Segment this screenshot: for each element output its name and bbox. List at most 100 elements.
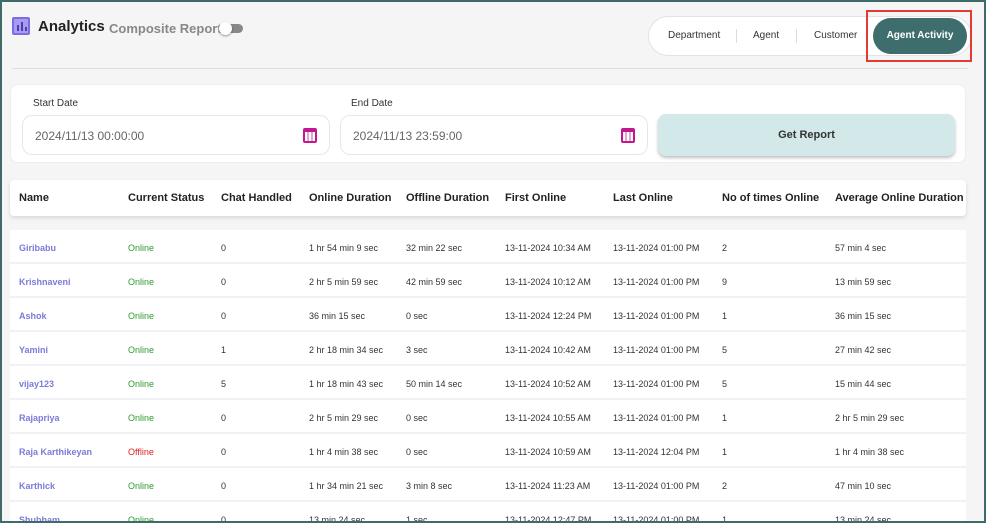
table-cell: 15 min 44 sec	[835, 379, 892, 389]
calendar-icon[interactable]	[303, 128, 317, 143]
status-text: Online	[128, 311, 155, 321]
table-cell: 13-11-2024 01:00 PM	[613, 311, 700, 321]
table-cell: 1	[722, 447, 728, 457]
table-row: Shubham Online 0 13 min 24 sec 1 sec 13-11-20…	[10, 502, 966, 521]
table-cell: 1	[722, 515, 728, 521]
table-cell: 0 sec	[406, 413, 428, 423]
column-header[interactable]: Online Duration	[309, 192, 392, 204]
table-cell: 0	[221, 311, 227, 321]
table-cell: 36 min 15 sec	[835, 311, 892, 321]
table-cell: 1 hr 54 min 9 sec	[309, 243, 379, 253]
table-cell: 13-11-2024 12:04 PM	[613, 447, 700, 457]
table-row: Krishnaveni Online 0 2 hr 5 min 59 sec 42 mi…	[10, 264, 966, 298]
table-cell: 13-11-2024 01:00 PM	[613, 379, 700, 389]
table-cell: 13-11-2024 10:42 AM	[505, 345, 591, 355]
status-text: Online	[128, 413, 155, 423]
report-type-tabs: Department Agent Customer Agent Activity	[648, 16, 972, 56]
table-cell: 2 hr 18 min 34 sec	[309, 345, 384, 355]
table-cell: 3 min 8 sec	[406, 481, 453, 491]
table-cell: 13-11-2024 11:23 AM	[505, 481, 591, 491]
column-header[interactable]: No of times Online	[722, 192, 820, 204]
table-cell: 27 min 42 sec	[835, 345, 892, 355]
table-cell: 5	[722, 345, 728, 355]
table-cell: 1	[722, 311, 728, 321]
table-cell: 13-11-2024 01:00 PM	[613, 243, 700, 253]
column-header[interactable]: Current Status	[128, 192, 205, 204]
table-cell: 1 hr 18 min 43 sec	[309, 379, 384, 389]
table-cell: 13 min 59 sec	[835, 277, 892, 287]
column-header[interactable]: Chat Handled	[221, 192, 292, 204]
calendar-icon[interactable]	[621, 128, 635, 143]
table-row: Rajapriya Online 0 2 hr 5 min 29 sec 0 sec 13…	[10, 400, 966, 434]
table-cell: 13 min 24 sec	[309, 515, 366, 521]
status-text: Online	[128, 243, 155, 253]
composite-report-toggle[interactable]	[219, 22, 243, 35]
divider	[12, 68, 968, 69]
table-cell: 1 hr 4 min 38 sec	[309, 447, 379, 457]
tab-agent[interactable]: Agent	[753, 30, 780, 41]
table-cell: 0	[221, 515, 227, 521]
agent-name-link[interactable]: Karthick	[19, 481, 56, 491]
table-cell: 0	[221, 447, 227, 457]
table-row: Yamini Online 1 2 hr 18 min 34 sec 3 sec 13-1…	[10, 332, 966, 366]
agent-name-link[interactable]: Ashok	[19, 311, 47, 321]
agent-name-link[interactable]: Raja Karthikeyan	[19, 447, 93, 457]
analytics-chart-icon	[12, 17, 30, 35]
table-header: Name Current Status Chat Handled Online Dur…	[10, 180, 966, 216]
table-cell: 5	[221, 379, 227, 389]
tab-customer[interactable]: Customer	[814, 30, 858, 41]
page-title: Analytics	[38, 18, 105, 35]
table-cell: 2	[722, 243, 728, 253]
status-text: Online	[128, 379, 155, 389]
column-header[interactable]: Name	[19, 192, 49, 204]
table-cell: 1 sec	[406, 515, 428, 521]
table-cell: 0	[221, 481, 227, 491]
column-header[interactable]: First Online	[505, 192, 567, 204]
table-cell: 13-11-2024 10:52 AM	[505, 379, 591, 389]
table-cell: 13-11-2024 10:12 AM	[505, 277, 591, 287]
table-cell: 1	[722, 413, 728, 423]
status-text: Offline	[128, 447, 154, 457]
end-date-input[interactable]: 2024/11/13 23:59:00	[340, 115, 648, 155]
agent-name-link[interactable]: Yamini	[19, 345, 49, 355]
table-cell: 50 min 14 sec	[406, 379, 463, 389]
table-row: Ashok Online 0 36 min 15 sec 0 sec 13-11-2024…	[10, 298, 966, 332]
table-row: vijay123 Online 5 1 hr 18 min 43 sec 50 min …	[10, 366, 966, 400]
column-header[interactable]: Last Online	[613, 192, 673, 204]
agent-name-link[interactable]: Krishnaveni	[19, 277, 71, 287]
table-row: Giribabu Online 0 1 hr 54 min 9 sec 32 min 2…	[10, 230, 966, 264]
status-text: Online	[128, 277, 155, 287]
table-cell: 13-11-2024 01:00 PM	[613, 345, 700, 355]
table-cell: 13-11-2024 10:59 AM	[505, 447, 591, 457]
table-cell: 9	[722, 277, 728, 287]
table-cell: 0 sec	[406, 311, 428, 321]
get-report-button[interactable]: Get Report	[658, 114, 955, 156]
composite-report-label: Composite Report	[109, 21, 222, 36]
table-row: Raja Karthikeyan Offline 0 1 hr 4 min 38 se…	[10, 434, 966, 468]
table-cell: 2	[722, 481, 728, 491]
table-cell: 13-11-2024 10:34 AM	[505, 243, 591, 253]
agent-name-link[interactable]: Giribabu	[19, 243, 57, 253]
table-cell: 13-11-2024 01:00 PM	[613, 413, 700, 423]
agent-name-link[interactable]: Rajapriya	[19, 413, 60, 423]
table-cell: 3 sec	[406, 345, 428, 355]
table-cell: 0	[221, 243, 227, 253]
table-cell: 13-11-2024 01:00 PM	[613, 481, 700, 491]
end-date-label: End Date	[351, 98, 393, 109]
agent-name-link[interactable]: vijay123	[19, 379, 55, 389]
status-text: Online	[128, 515, 155, 521]
table-cell: 13-11-2024 12:47 PM	[505, 515, 592, 521]
tab-department[interactable]: Department	[668, 30, 721, 41]
table-cell: 0	[221, 277, 227, 287]
table-cell: 1 hr 34 min 21 sec	[309, 481, 384, 491]
table-cell: 13-11-2024 10:55 AM	[505, 413, 591, 423]
table-cell: 0	[221, 413, 227, 423]
tab-agent-activity[interactable]: Agent Activity	[873, 18, 967, 54]
table-cell: 1 hr 4 min 38 sec	[835, 447, 905, 457]
agent-name-link[interactable]: Shubham	[19, 515, 61, 521]
table-cell: 36 min 15 sec	[309, 311, 366, 321]
column-header[interactable]: Offline Duration	[406, 192, 490, 204]
start-date-input[interactable]: 2024/11/13 00:00:00	[22, 115, 330, 155]
table-cell: 2 hr 5 min 29 sec	[835, 413, 905, 423]
column-header[interactable]: Average Online Duration	[835, 192, 964, 204]
